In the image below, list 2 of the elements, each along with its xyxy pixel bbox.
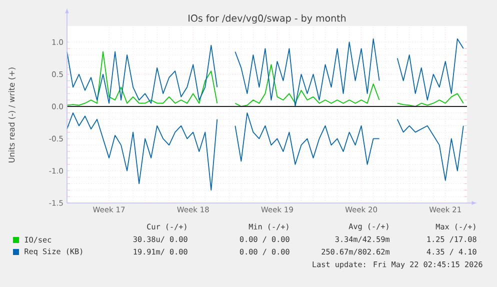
chart-title: IOs for /dev/vg0/swap - by month [188, 14, 346, 24]
y-axis-title: Units read (-) / write (+) [8, 68, 16, 162]
